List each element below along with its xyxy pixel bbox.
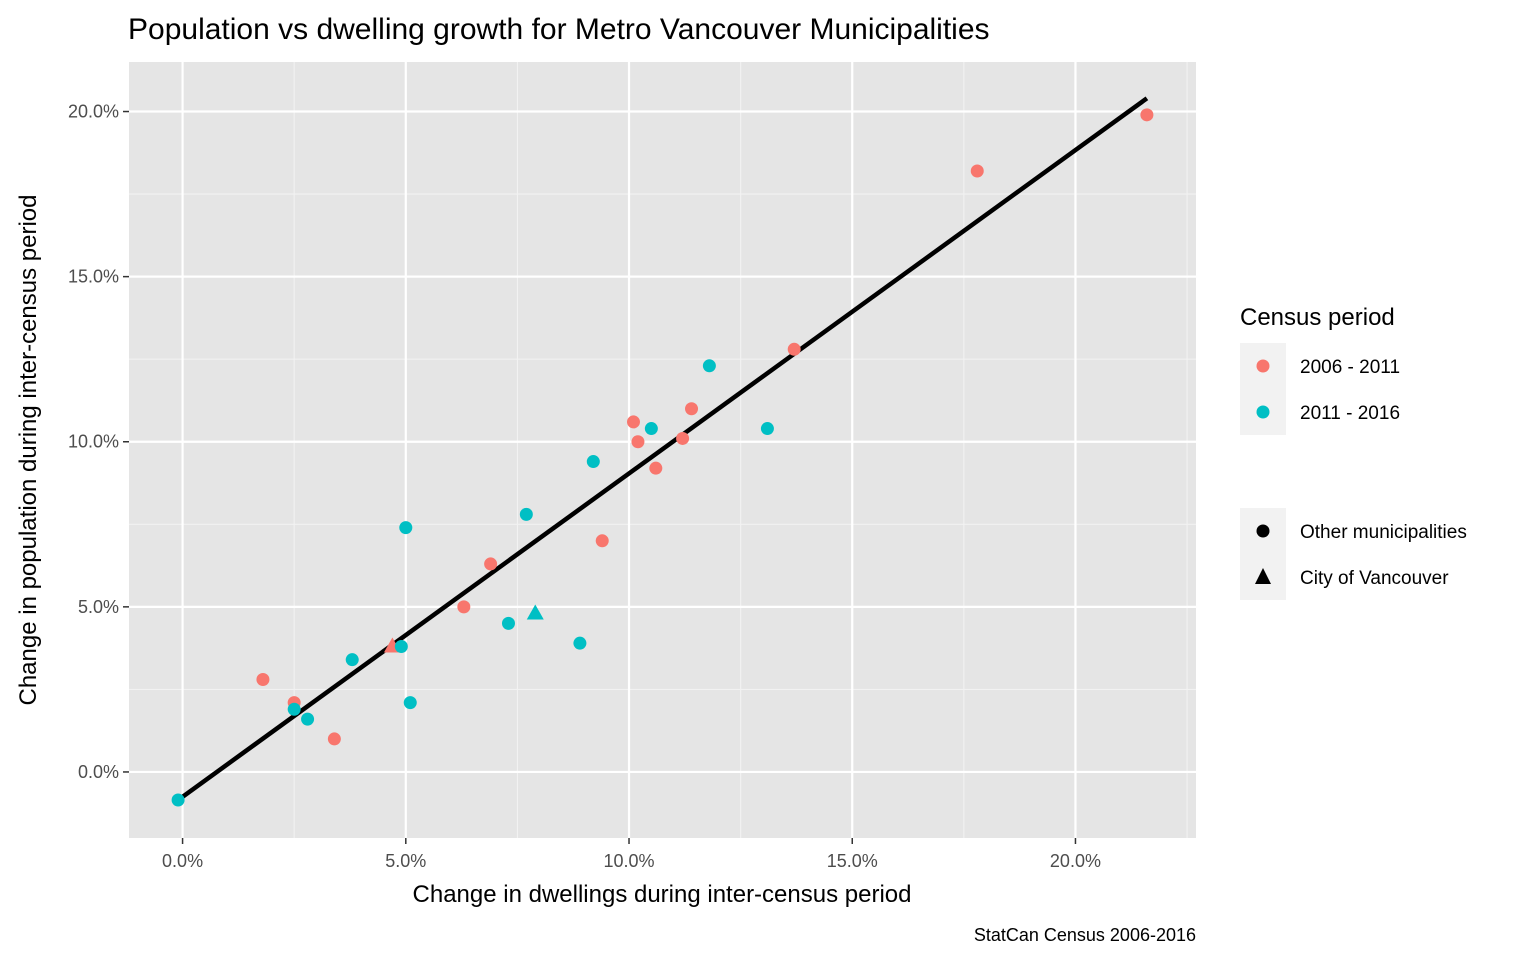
data-point-2006-2011 bbox=[1140, 108, 1154, 122]
x-tick-label: 10.0% bbox=[603, 851, 654, 871]
data-point-2011-2016 bbox=[702, 359, 716, 373]
x-tick-label: 5.0% bbox=[385, 851, 426, 871]
data-point-2011-2016 bbox=[394, 639, 408, 653]
data-point-2006-2011 bbox=[676, 431, 690, 445]
data-point-2006-2011 bbox=[457, 600, 471, 614]
data-point-2011-2016 bbox=[586, 455, 600, 469]
data-point-2011-2016 bbox=[644, 422, 658, 436]
y-tick-label: 10.0% bbox=[68, 432, 119, 452]
data-point-2006-2011 bbox=[649, 461, 663, 475]
y-axis: 0.0% 5.0% 10.0% 15.0% 20.0% bbox=[68, 102, 129, 782]
chart-caption: StatCan Census 2006-2016 bbox=[974, 925, 1196, 945]
fit-line bbox=[176, 96, 1149, 802]
data-point-2006-2011 bbox=[970, 164, 984, 178]
legend-census-period: Census period 2006 - 2011 2011 - 2016 bbox=[1240, 304, 1400, 435]
data-point-2006-2011 bbox=[626, 415, 640, 429]
chart-title: Population vs dwelling growth for Metro … bbox=[128, 13, 990, 46]
x-axis-title: Change in dwellings during inter-census … bbox=[413, 881, 912, 908]
legend-key-circle-icon bbox=[1256, 524, 1270, 538]
legend-label-2006-2011: 2006 - 2011 bbox=[1300, 357, 1400, 378]
legend-title: Census period bbox=[1240, 304, 1395, 331]
y-tick-label: 20.0% bbox=[68, 102, 119, 122]
legend-key-background bbox=[1240, 343, 1286, 435]
legend-key-2006-2011 bbox=[1256, 359, 1270, 373]
x-tick-label: 20.0% bbox=[1050, 851, 1101, 871]
major-gridlines bbox=[129, 62, 1196, 838]
data-point-2011-2016 bbox=[501, 616, 515, 630]
data-point-2011-2016 bbox=[760, 422, 774, 436]
data-point-2006-2011 bbox=[484, 557, 498, 571]
data-point-2006-2011 bbox=[631, 435, 645, 449]
plot-panel bbox=[129, 62, 1196, 838]
data-point-2011-2016 bbox=[287, 702, 301, 716]
fit-line-layer bbox=[176, 96, 1149, 802]
legend-key-triangle-icon bbox=[1255, 568, 1271, 584]
data-point-2011-2016 bbox=[403, 696, 417, 710]
data-point-2011-2016 bbox=[301, 712, 315, 726]
y-tick-label: 15.0% bbox=[68, 267, 119, 287]
legend-key-2011-2016 bbox=[1256, 405, 1270, 419]
legend-label-other-municipalities: Other municipalities bbox=[1300, 522, 1467, 543]
y-tick-label: 5.0% bbox=[78, 597, 119, 617]
data-point-2006-2011 bbox=[327, 732, 341, 746]
data-point-2006-2011 bbox=[256, 672, 270, 686]
legend-label-city-of-vancouver: City of Vancouver bbox=[1300, 568, 1449, 589]
data-point-2011-2016 bbox=[519, 507, 533, 521]
y-axis-title: Change in population during inter-census… bbox=[15, 194, 42, 705]
points-layer bbox=[171, 108, 1154, 807]
data-point-2011-2016 bbox=[399, 521, 413, 535]
legend-municipality-type: Other municipalities City of Vancouver bbox=[1240, 508, 1467, 600]
minor-gridlines bbox=[129, 62, 1196, 838]
legend-label-2011-2016: 2011 - 2016 bbox=[1300, 403, 1400, 424]
legend-shape-background bbox=[1240, 508, 1286, 600]
data-point-2011-2016 bbox=[573, 636, 587, 650]
y-tick-label: 0.0% bbox=[78, 762, 119, 782]
x-tick-label: 0.0% bbox=[162, 851, 203, 871]
data-point-2006-2011 bbox=[787, 342, 801, 356]
data-point-2006-2011 bbox=[595, 534, 609, 548]
data-point-2011-2016 bbox=[171, 793, 185, 807]
data-point-2006-2011 bbox=[685, 402, 699, 416]
data-point-2011-2016 bbox=[345, 653, 359, 667]
x-tick-label: 15.0% bbox=[827, 851, 878, 871]
data-point-triangle-2011-2016 bbox=[526, 604, 544, 620]
x-axis: 0.0% 5.0% 10.0% 15.0% 20.0% bbox=[162, 838, 1101, 871]
